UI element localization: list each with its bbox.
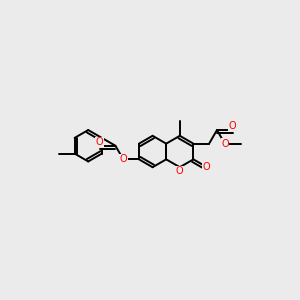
Text: O: O — [119, 154, 127, 164]
Text: O: O — [176, 166, 184, 176]
Text: O: O — [229, 121, 236, 131]
Text: O: O — [221, 139, 229, 148]
Text: O: O — [96, 137, 103, 147]
Text: O: O — [203, 162, 210, 172]
